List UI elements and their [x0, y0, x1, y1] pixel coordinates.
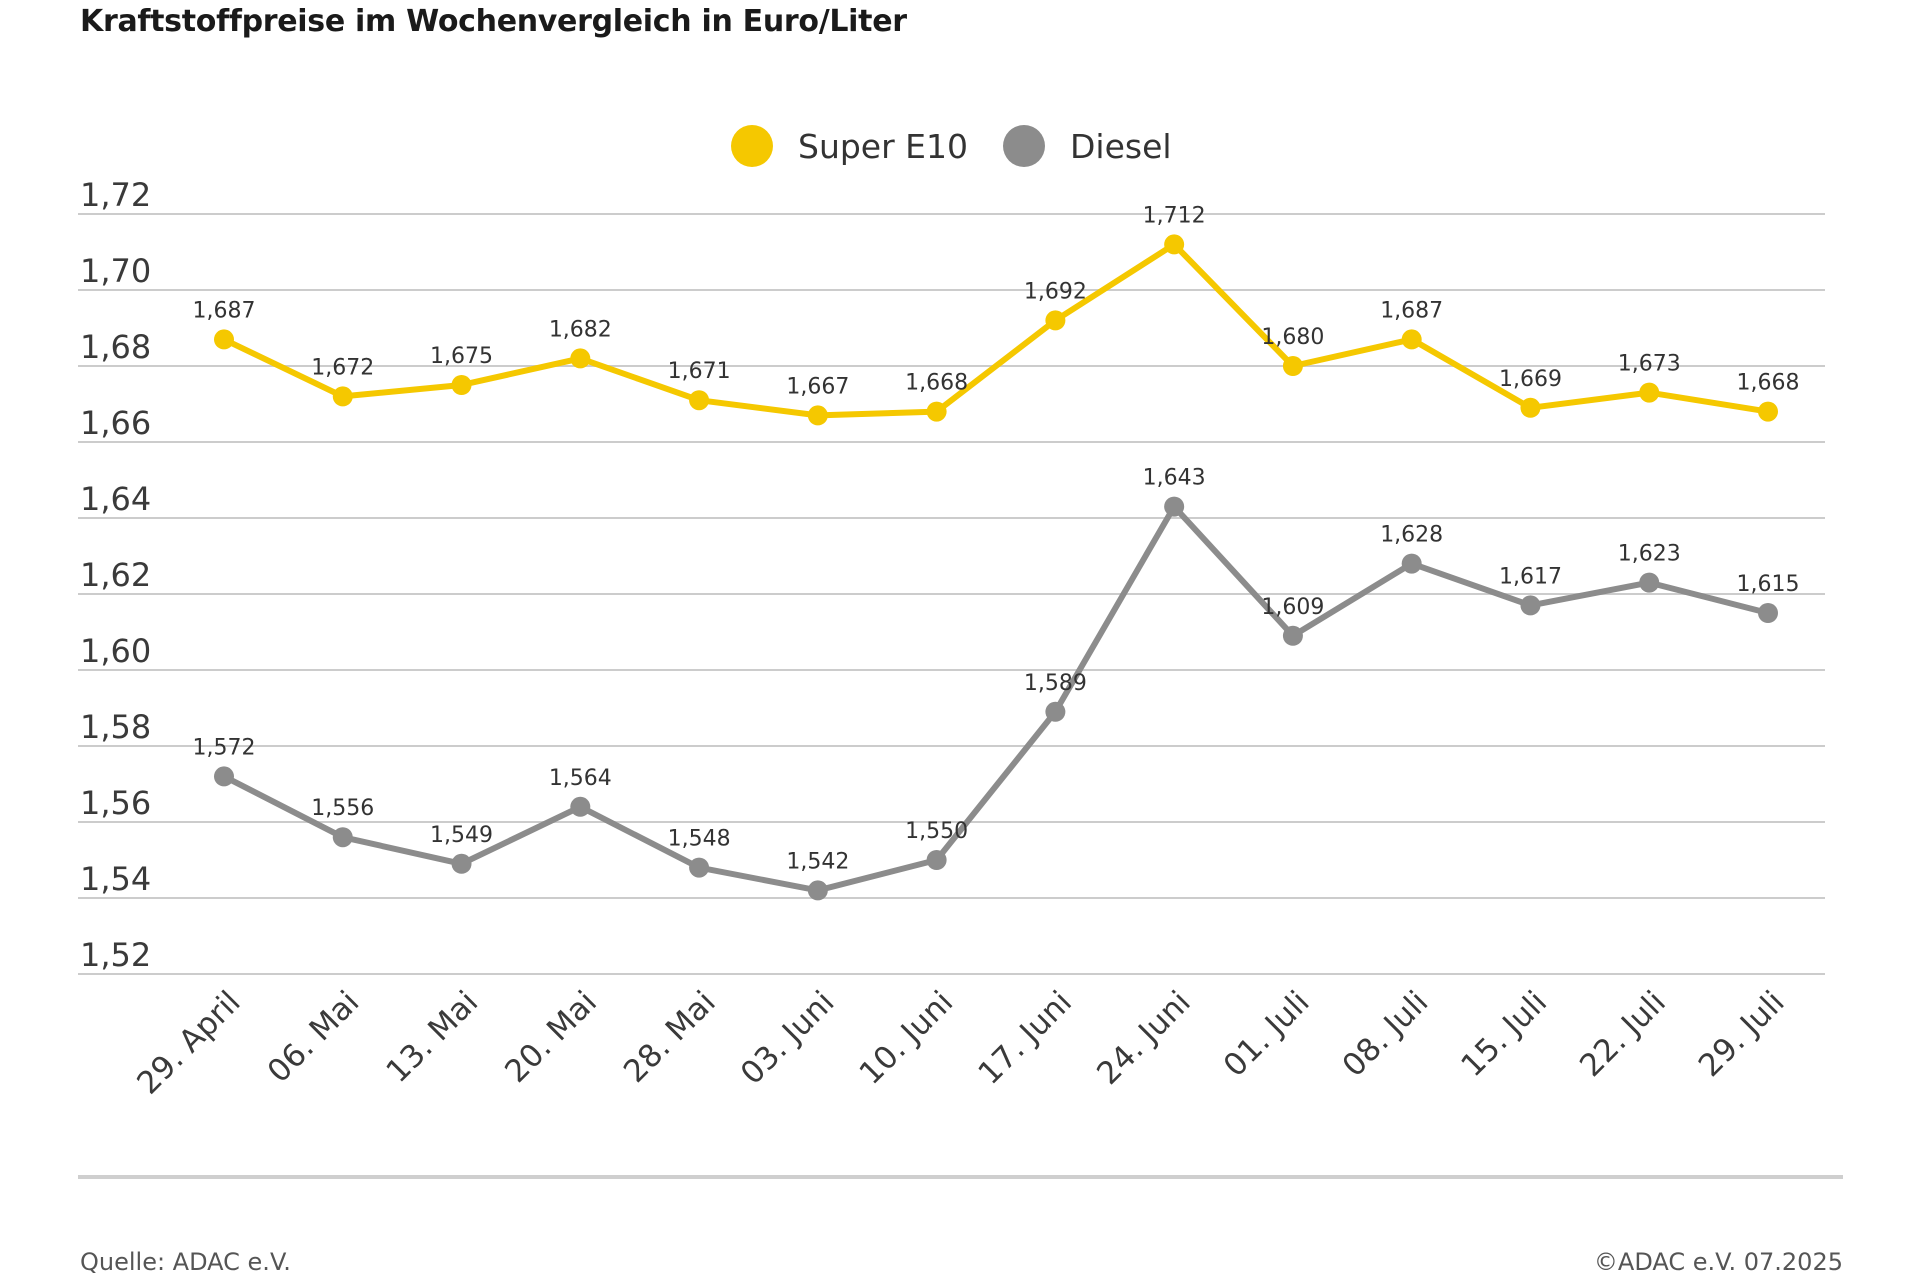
x-tick-label: 29. Juli	[1692, 984, 1792, 1084]
data-point	[807, 405, 828, 426]
data-point	[1639, 572, 1660, 593]
data-point	[1520, 397, 1541, 418]
data-label: 1,548	[668, 827, 731, 852]
data-label: 1,623	[1618, 542, 1681, 567]
series-super-e10: 1,687 1,672 1,675 1,682 1,671 1,667 1,668 1,692…	[193, 203, 1800, 426]
y-tick-label: 1,60	[80, 632, 151, 670]
series-lines: 1,687 1,672 1,675 1,682 1,671 1,667 1,668 1,692…	[193, 203, 1800, 901]
data-label: 1,712	[1143, 203, 1206, 228]
data-point	[1758, 603, 1778, 623]
data-point	[451, 375, 472, 395]
data-label: 1,609	[1261, 595, 1324, 620]
y-axis-ticks: 1,52 1,54 1,56 1,58 1,60 1,62 1,64 1,66 1,68 1,70…	[80, 176, 151, 974]
data-point	[1758, 401, 1778, 422]
data-label: 1,549	[430, 823, 493, 848]
data-label: 1,673	[1618, 352, 1681, 377]
data-label: 1,667	[786, 374, 849, 399]
x-tick-label: 13. Mai	[379, 984, 485, 1090]
data-point	[1401, 329, 1422, 350]
series-diesel: 1,572 1,556 1,549 1,564 1,548 1,542 1,550 1,589…	[193, 466, 1800, 901]
x-tick-label: 28. Mai	[617, 984, 723, 1090]
x-tick-label: 20. Mai	[498, 984, 604, 1090]
legend-label-super-e10: Super E10	[798, 127, 968, 166]
data-label: 1,669	[1499, 367, 1562, 392]
data-point	[926, 401, 947, 422]
data-point	[1164, 496, 1185, 517]
y-tick-label: 1,56	[80, 784, 151, 822]
data-point	[1520, 595, 1541, 616]
chart-title: Kraftstoffpreise im Wochenvergleich in E…	[80, 4, 907, 39]
data-point	[1401, 553, 1422, 574]
x-tick-label: 06. Mai	[261, 984, 367, 1090]
legend: Super E10 Diesel	[731, 125, 1172, 167]
y-tick-label: 1,66	[80, 404, 151, 442]
data-label: 1,572	[193, 735, 256, 760]
data-label: 1,671	[668, 359, 731, 384]
y-tick-label: 1,54	[80, 860, 151, 898]
data-point	[689, 857, 710, 878]
gridlines	[78, 213, 1825, 975]
y-tick-label: 1,68	[80, 328, 151, 366]
y-tick-label: 1,52	[80, 936, 151, 974]
data-label: 1,680	[1261, 325, 1324, 350]
x-tick-label: 03. Juni	[734, 984, 842, 1092]
data-point	[807, 880, 828, 901]
data-label: 1,687	[1380, 298, 1443, 323]
y-tick-label: 1,62	[80, 556, 151, 594]
data-label: 1,692	[1024, 279, 1087, 304]
data-point	[1164, 234, 1185, 255]
y-tick-label: 1,70	[80, 252, 151, 290]
y-tick-label: 1,72	[80, 176, 151, 214]
copyright-note: ©ADAC e.V. 07.2025	[1593, 1248, 1843, 1276]
data-label: 1,617	[1499, 564, 1562, 589]
data-label: 1,687	[193, 298, 256, 323]
source-note: Quelle: ADAC e.V.	[80, 1248, 291, 1276]
x-tick-label: 22. Juli	[1573, 984, 1673, 1084]
data-label: 1,668	[1737, 371, 1800, 396]
data-label: 1,556	[311, 796, 374, 821]
data-point	[214, 766, 234, 787]
data-point	[332, 827, 353, 848]
data-label: 1,628	[1380, 523, 1443, 548]
data-point	[1282, 625, 1303, 646]
data-point	[451, 853, 472, 874]
data-label: 1,675	[430, 344, 493, 369]
data-point	[214, 329, 234, 350]
legend-label-diesel: Diesel	[1070, 127, 1172, 166]
legend-marker-super-e10	[731, 125, 773, 167]
series-line	[221, 241, 1771, 419]
data-point	[332, 386, 353, 407]
y-tick-label: 1,58	[80, 708, 151, 746]
x-tick-label: 08. Juli	[1336, 984, 1436, 1084]
y-tick-label: 1,64	[80, 480, 151, 518]
data-label: 1,668	[905, 371, 968, 396]
x-axis-ticks: 29. April 06. Mai 13. Mai 20. Mai 28. Mai 03.…	[130, 984, 1791, 1101]
data-point	[570, 348, 591, 369]
x-tick-label: 29. April	[130, 984, 247, 1101]
series-line	[221, 503, 1771, 894]
data-label: 1,643	[1143, 466, 1206, 491]
data-label: 1,589	[1024, 671, 1087, 696]
data-label: 1,682	[549, 317, 612, 342]
data-point	[1045, 701, 1066, 722]
x-tick-label: 10. Juni	[853, 984, 961, 1092]
data-point	[926, 850, 947, 870]
data-label: 1,615	[1737, 572, 1800, 597]
data-point	[1045, 310, 1066, 331]
x-tick-label: 17. Juni	[971, 984, 1079, 1092]
x-tick-label: 01. Juli	[1217, 984, 1317, 1084]
x-tick-label: 24. Juni	[1090, 984, 1198, 1092]
footer-divider	[78, 1175, 1843, 1179]
data-label: 1,550	[905, 819, 968, 844]
data-point	[1639, 382, 1660, 403]
data-label: 1,542	[786, 849, 849, 874]
data-label: 1,672	[311, 355, 374, 380]
data-point	[689, 390, 710, 411]
x-tick-label: 15. Juli	[1454, 984, 1554, 1084]
legend-marker-diesel	[1003, 125, 1045, 167]
data-point	[570, 796, 591, 817]
data-point	[1282, 356, 1303, 376]
data-label: 1,564	[549, 766, 612, 791]
